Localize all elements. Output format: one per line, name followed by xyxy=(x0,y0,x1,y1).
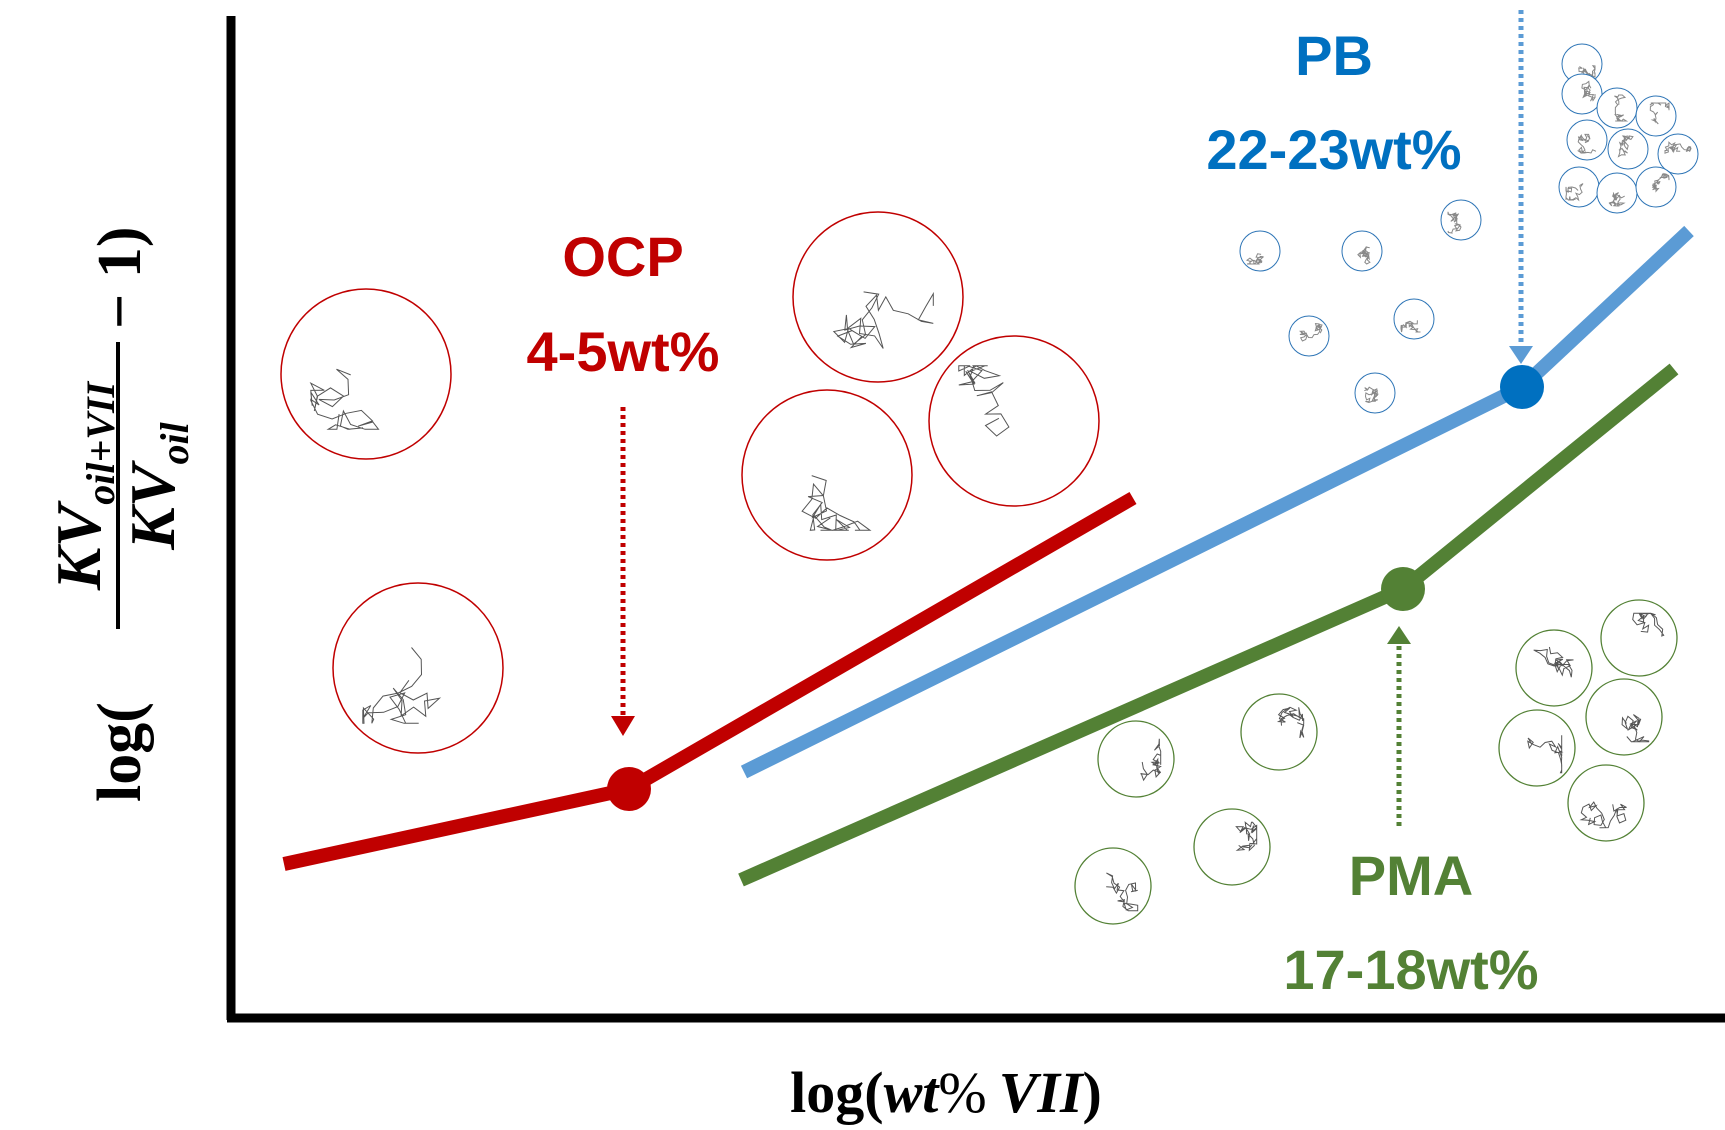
polymer-coil xyxy=(1441,200,1481,240)
polymer-coil xyxy=(1289,316,1329,356)
polymer-coil xyxy=(1098,721,1174,797)
polymer-coil xyxy=(1586,679,1662,755)
y-axis-label: log( KVoil+VII KVoil − 1) xyxy=(43,227,197,802)
x-label-part: ) xyxy=(1083,1060,1102,1125)
x-label-part: log( xyxy=(790,1060,883,1125)
ocp-range: 4-5wt% xyxy=(527,320,720,383)
pb-range: 22-23wt% xyxy=(1206,118,1461,181)
polymer-coil xyxy=(1499,710,1575,786)
polymer-coil xyxy=(1194,809,1270,885)
x-label-part: wt xyxy=(884,1060,941,1125)
polymer-coil xyxy=(929,336,1099,506)
polymer-coil xyxy=(1568,765,1644,841)
polymer-coil xyxy=(1559,167,1599,207)
polymer-coil xyxy=(793,212,963,382)
polymer-coil xyxy=(281,289,451,459)
pma-label: PMA xyxy=(1349,844,1473,907)
diagram: OCP 4-5wt% PB 22-23wt% PMA 17-18wt% log(… xyxy=(0,0,1725,1130)
polymer-coil xyxy=(1342,231,1382,271)
y-label-part: KV xyxy=(43,499,114,591)
polymer-coil xyxy=(1241,694,1317,770)
pb-point xyxy=(1500,365,1544,409)
pma-arrowhead xyxy=(1387,626,1411,644)
y-label-suffix: − 1) xyxy=(86,227,154,329)
pb-label: PB xyxy=(1295,24,1373,87)
y-label-denominator: KVoil xyxy=(117,421,197,550)
ocp-point xyxy=(607,767,651,811)
polymer-coil xyxy=(1658,134,1698,174)
y-label-numerator: KVoil+VII xyxy=(43,380,123,591)
ocp-label: OCP xyxy=(562,225,683,288)
y-label-part: oil xyxy=(152,421,197,464)
polymer-coil xyxy=(1394,299,1434,339)
ocp-arrowhead xyxy=(611,716,635,736)
y-label-prefix: log( xyxy=(86,702,154,802)
polymer-coil xyxy=(1597,88,1637,128)
pb-arrowhead xyxy=(1509,346,1533,364)
y-label-part: KV xyxy=(117,459,188,551)
x-label-part: % xyxy=(938,1060,986,1125)
x-axis-label: log(wt%VII) xyxy=(790,1060,1102,1125)
polymer-coil xyxy=(1516,630,1592,706)
x-label-part: VII xyxy=(999,1060,1085,1125)
polymer-coil xyxy=(742,390,912,560)
polymer-coil xyxy=(333,583,503,753)
pma-point xyxy=(1381,567,1425,611)
polymer-coil xyxy=(1608,129,1648,169)
pma-range: 17-18wt% xyxy=(1283,938,1538,1001)
decorations xyxy=(281,44,1698,924)
polymer-coil xyxy=(1601,600,1677,676)
polymer-coil xyxy=(1240,231,1280,271)
polymer-coil xyxy=(1562,74,1602,114)
